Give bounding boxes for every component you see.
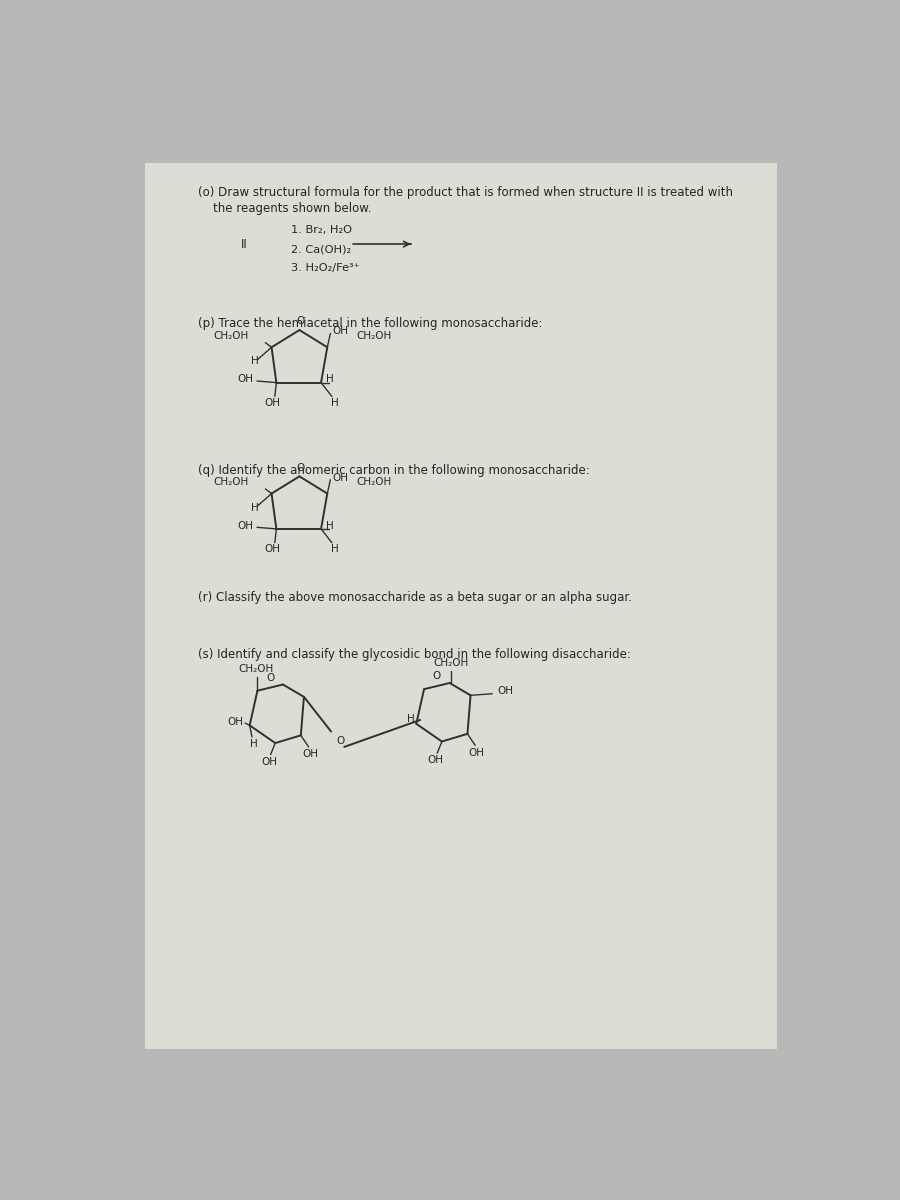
Text: OH: OH	[228, 716, 244, 726]
Text: the reagents shown below.: the reagents shown below.	[198, 202, 371, 215]
Text: O: O	[337, 736, 345, 745]
Text: 1. Br₂, H₂O: 1. Br₂, H₂O	[291, 224, 352, 235]
Text: CH₂OH: CH₂OH	[434, 658, 469, 667]
Text: OH: OH	[498, 686, 514, 696]
Text: H: H	[250, 356, 258, 366]
Text: (r) Classify the above monosaccharide as a beta sugar or an alpha sugar.: (r) Classify the above monosaccharide as…	[198, 590, 632, 604]
Text: OH: OH	[265, 545, 281, 554]
Text: OH: OH	[332, 326, 348, 336]
Text: CH₂OH: CH₂OH	[238, 664, 274, 673]
Text: H: H	[331, 545, 339, 554]
Text: OH: OH	[265, 398, 281, 408]
Text: OH: OH	[261, 757, 277, 767]
Text: (p) Trace the hemiacetal in the following monosaccharide:: (p) Trace the hemiacetal in the followin…	[198, 317, 542, 330]
Text: H: H	[326, 374, 334, 384]
Text: CH₂OH: CH₂OH	[356, 331, 392, 341]
Text: O: O	[297, 462, 305, 473]
Text: (s) Identify and classify the glycosidic bond in the following disaccharide:: (s) Identify and classify the glycosidic…	[198, 648, 631, 661]
Text: OH: OH	[237, 521, 253, 530]
Text: O: O	[433, 672, 441, 682]
Text: OH: OH	[237, 374, 253, 384]
FancyBboxPatch shape	[145, 163, 778, 1049]
Text: H: H	[407, 714, 415, 724]
Text: H: H	[331, 398, 339, 408]
Text: O: O	[266, 673, 274, 683]
Text: CH₂OH: CH₂OH	[356, 478, 392, 487]
Text: 2. Ca(OH)₂: 2. Ca(OH)₂	[291, 244, 351, 254]
Text: OH: OH	[302, 749, 318, 760]
Text: (o) Draw structural formula for the product that is formed when structure II is : (o) Draw structural formula for the prod…	[198, 186, 733, 199]
Text: II: II	[240, 238, 248, 251]
Text: O: O	[297, 317, 305, 326]
Text: OH: OH	[469, 748, 485, 757]
Text: H: H	[249, 739, 257, 749]
Text: H: H	[326, 521, 334, 530]
Text: OH: OH	[428, 755, 444, 766]
Text: CH₂OH: CH₂OH	[213, 331, 248, 341]
Text: H: H	[250, 503, 258, 512]
Text: OH: OH	[332, 473, 348, 482]
Text: (q) Identify the anomeric carbon in the following monosaccharide:: (q) Identify the anomeric carbon in the …	[198, 463, 590, 476]
Text: 3. H₂O₂/Fe³⁺: 3. H₂O₂/Fe³⁺	[291, 263, 359, 274]
Text: CH₂OH: CH₂OH	[213, 478, 248, 487]
